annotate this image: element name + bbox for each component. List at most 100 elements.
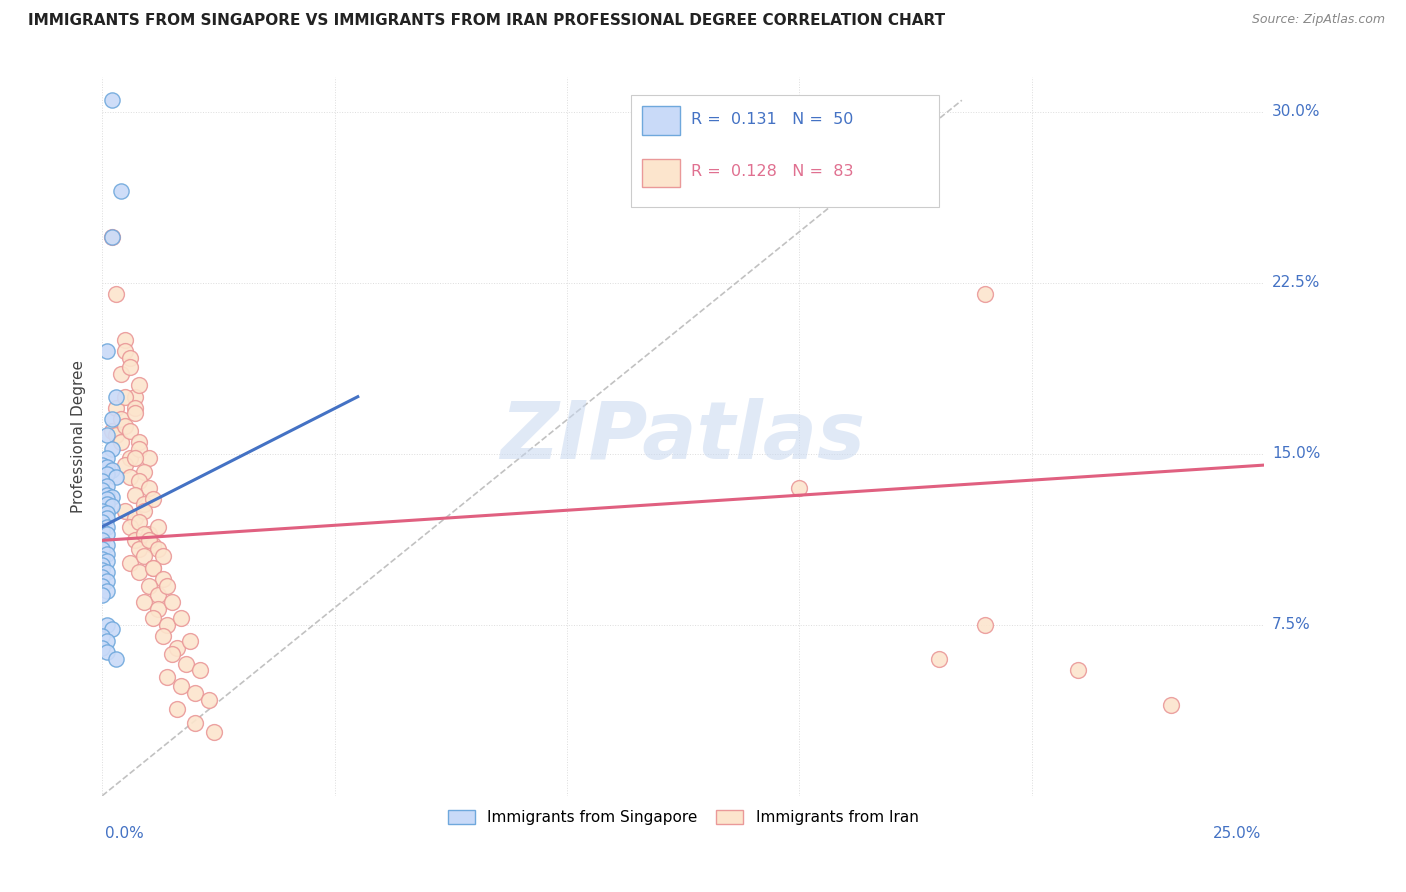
Point <box>132 497 155 511</box>
Point <box>91 474 114 488</box>
Text: Source: ZipAtlas.com: Source: ZipAtlas.com <box>1251 13 1385 27</box>
Point <box>132 595 155 609</box>
Point <box>96 451 118 466</box>
Point <box>91 483 114 498</box>
Point <box>138 481 160 495</box>
Point <box>146 601 169 615</box>
Point <box>114 333 136 347</box>
Point <box>96 428 118 442</box>
Point <box>120 451 142 466</box>
Point <box>198 693 221 707</box>
Point <box>91 640 114 655</box>
Point <box>202 725 225 739</box>
Point <box>160 648 183 662</box>
Point <box>132 465 155 479</box>
Point <box>974 617 997 632</box>
Point <box>152 629 174 643</box>
Point <box>124 401 146 416</box>
Point <box>166 702 188 716</box>
Point <box>156 579 179 593</box>
Point <box>695 139 717 153</box>
Point <box>184 686 207 700</box>
FancyBboxPatch shape <box>643 106 679 135</box>
Point <box>96 467 118 482</box>
Point <box>96 566 118 580</box>
Point <box>128 566 150 580</box>
Point <box>132 504 155 518</box>
Point <box>138 526 160 541</box>
FancyBboxPatch shape <box>631 95 939 207</box>
Point <box>96 526 118 541</box>
Text: 0.0%: 0.0% <box>105 826 143 841</box>
Point <box>100 424 122 438</box>
Point <box>124 488 146 502</box>
Point <box>114 344 136 359</box>
Point <box>128 435 150 450</box>
Point <box>91 533 114 548</box>
Point <box>96 488 118 502</box>
Point <box>91 542 114 557</box>
Point <box>91 558 114 573</box>
Point <box>91 458 114 472</box>
Point <box>152 572 174 586</box>
Point <box>100 230 122 244</box>
Point <box>96 492 118 507</box>
Text: 30.0%: 30.0% <box>1272 104 1320 120</box>
Point <box>96 344 118 359</box>
Y-axis label: Professional Degree: Professional Degree <box>72 360 86 513</box>
Point <box>91 570 114 584</box>
Point <box>188 664 211 678</box>
Point <box>96 583 118 598</box>
Point <box>96 645 118 659</box>
Point <box>114 390 136 404</box>
Point <box>160 595 183 609</box>
Point <box>96 478 118 492</box>
Point <box>120 359 142 374</box>
Text: ZIPatlas: ZIPatlas <box>501 398 866 475</box>
Point <box>120 424 142 438</box>
Point <box>96 497 118 511</box>
Point <box>96 633 118 648</box>
Point <box>128 515 150 529</box>
Point <box>152 549 174 564</box>
Point <box>100 490 122 504</box>
Point <box>1067 664 1090 678</box>
Point <box>170 679 193 693</box>
Point <box>96 506 118 520</box>
Point <box>91 563 114 577</box>
Point <box>96 460 118 475</box>
Point <box>138 451 160 466</box>
Point <box>105 401 128 416</box>
Point <box>128 442 150 457</box>
Point <box>91 524 114 539</box>
Point <box>105 469 128 483</box>
Point <box>114 419 136 434</box>
Text: 25.0%: 25.0% <box>1213 826 1261 841</box>
Point <box>138 579 160 593</box>
Point <box>105 428 128 442</box>
Point <box>166 640 188 655</box>
Point <box>928 652 950 666</box>
Point <box>96 510 118 524</box>
Text: R =  0.128   N =  83: R = 0.128 N = 83 <box>692 164 853 179</box>
Point <box>124 390 146 404</box>
Point <box>787 481 810 495</box>
Point <box>110 435 132 450</box>
Point <box>91 629 114 643</box>
Text: 7.5%: 7.5% <box>1272 617 1310 632</box>
Point <box>132 549 155 564</box>
Text: 22.5%: 22.5% <box>1272 275 1320 290</box>
Point <box>142 611 165 625</box>
Point <box>105 287 128 301</box>
Point <box>120 519 142 533</box>
Point <box>96 519 118 533</box>
Point <box>174 657 197 671</box>
Point <box>96 554 118 568</box>
Point <box>100 442 122 457</box>
Point <box>96 574 118 589</box>
Point <box>142 560 165 574</box>
Text: R =  0.131   N =  50: R = 0.131 N = 50 <box>692 112 853 127</box>
Point <box>96 547 118 561</box>
Text: 15.0%: 15.0% <box>1272 446 1320 461</box>
Point <box>114 504 136 518</box>
